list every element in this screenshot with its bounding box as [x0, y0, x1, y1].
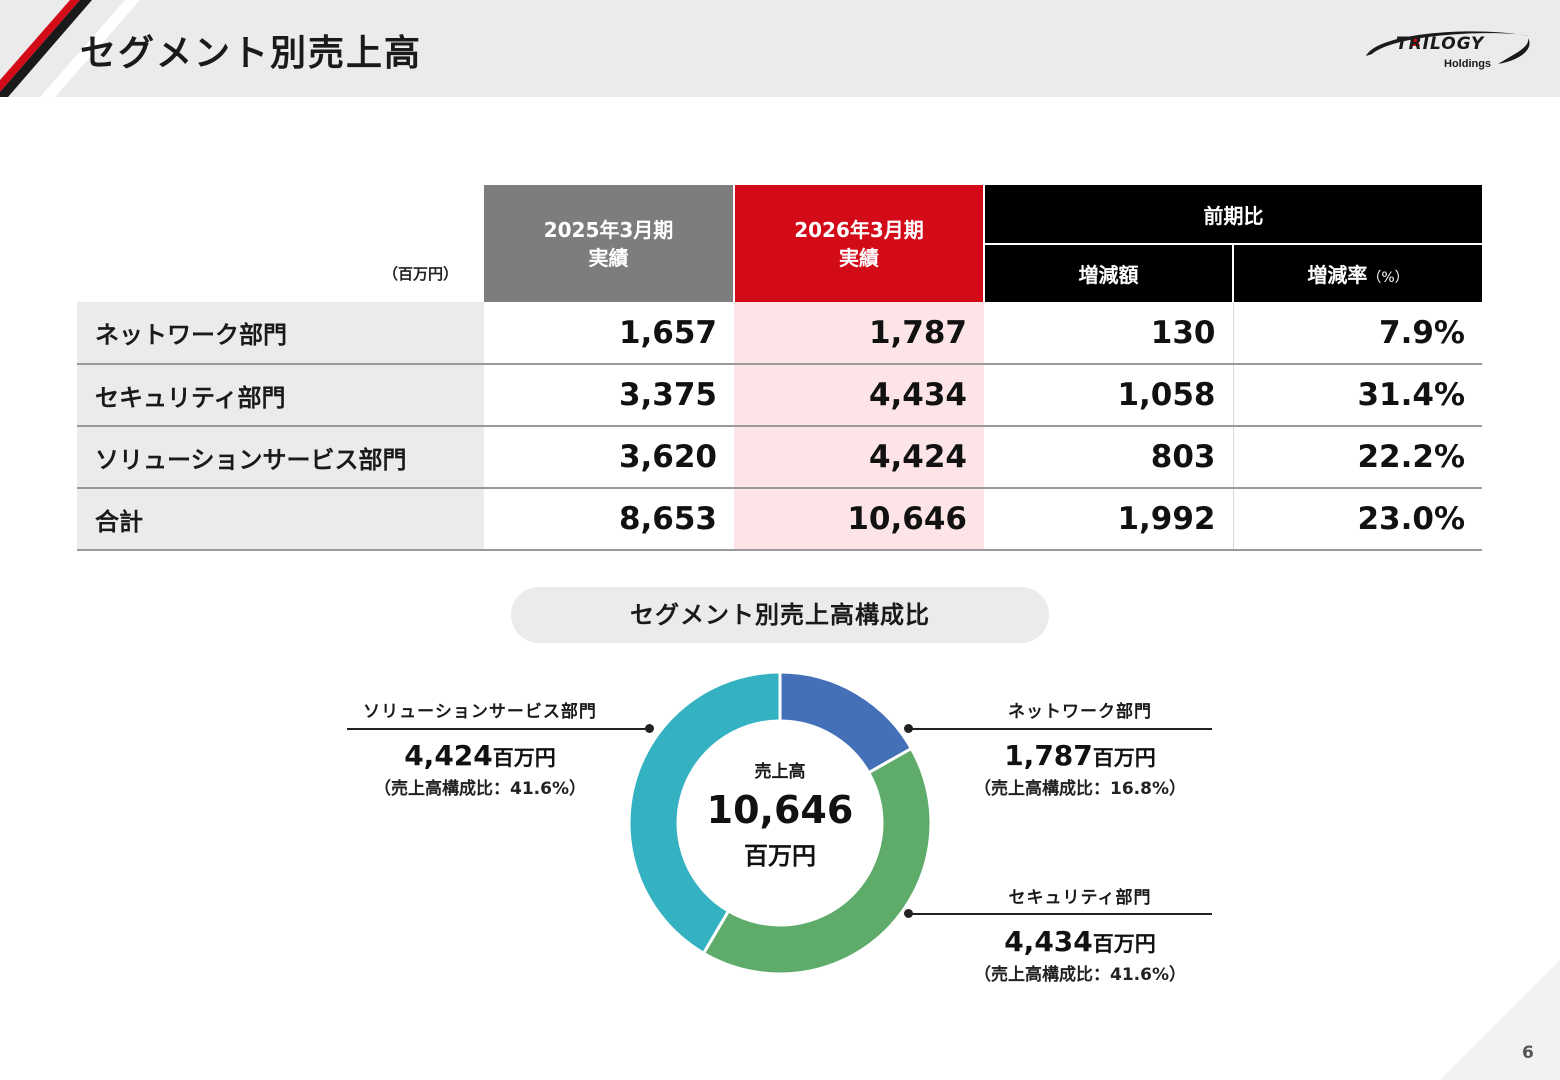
fy2025-value: 3,620	[484, 426, 734, 489]
segment-donut-chart	[627, 670, 933, 976]
table-row: ソリューションサービス部門 3,620 4,424 803 22.2%	[77, 426, 1482, 489]
callout-leader-dot	[645, 724, 654, 733]
callout-name: セキュリティ部門	[1008, 888, 1152, 908]
unit-label: （百万円）	[77, 185, 484, 302]
header-fy2025-actual: 実績	[588, 245, 629, 270]
callout-value: 4,434百万円	[940, 925, 1220, 958]
header-change-amount: 増減額	[984, 244, 1234, 302]
callout-value-number: 4,434	[1004, 925, 1093, 958]
donut-center-unit: 百万円	[744, 842, 816, 870]
donut-center-value: 10,646	[706, 788, 854, 832]
change-amount-value: 803	[984, 426, 1234, 489]
table-row: セキュリティ部門 3,375 4,434 1,058 31.4%	[77, 364, 1482, 427]
callout-value: 1,787百万円	[940, 739, 1220, 772]
donut-center-label: 売上高	[754, 762, 806, 782]
fy2026-value: 10,646	[734, 488, 984, 551]
header-stripe-decoration	[0, 0, 140, 97]
header-fy2025: 2025年3月期 実績	[484, 185, 735, 302]
corner-decoration	[1440, 960, 1560, 1080]
donut-slice-2	[701, 746, 933, 976]
header-fy2026-actual: 実績	[839, 245, 879, 270]
callout-ratio: （売上高構成比：16.8%）	[974, 779, 1186, 799]
callout-value: 4,424百万円	[340, 739, 620, 772]
callout-value-number: 1,787	[1004, 739, 1093, 772]
header-fy2025-period: 2025年3月期	[543, 217, 674, 242]
segment-sales-table: （百万円） 2025年3月期 実績 2026年3月期 実績 前期比 増減額 増減…	[77, 185, 1482, 551]
callout-value-unit: 百万円	[1092, 932, 1156, 956]
header-change-rate-unit: （%）	[1367, 270, 1409, 286]
segment-name: 合計	[77, 488, 484, 551]
callout-value-unit: 百万円	[1092, 746, 1156, 770]
callout-leader-line	[910, 913, 1212, 915]
table-row: 合計 8,653 10,646 1,992 23.0%	[77, 488, 1482, 551]
callout-name: ネットワーク部門	[1008, 702, 1152, 722]
composition-section-title: セグメント別売上高構成比	[511, 587, 1049, 643]
logo-subtext: Holdings	[1444, 58, 1492, 70]
callout-leader-line	[347, 728, 649, 730]
header-change-rate-label: 増減率	[1307, 263, 1368, 287]
change-rate-value: 31.4%	[1233, 364, 1482, 427]
change-rate-value: 22.2%	[1233, 426, 1482, 489]
callout-name: ソリューションサービス部門	[363, 702, 597, 722]
change-rate-value: 23.0%	[1233, 488, 1482, 551]
callout-leader-dot	[904, 724, 913, 733]
logo-swoosh-icon	[1366, 31, 1530, 64]
change-amount-value: 130	[984, 302, 1234, 365]
callout-value-unit: 百万円	[492, 746, 556, 770]
header-yoy: 前期比	[984, 185, 1482, 245]
callout-ratio: （売上高構成比：41.6%）	[974, 965, 1186, 985]
table-row: ネットワーク部門 1,657 1,787 130 7.9%	[77, 302, 1482, 365]
header-fy2026: 2026年3月期 実績	[734, 185, 985, 302]
header-change-rate: 増減率（%）	[1233, 244, 1482, 302]
header-fy2026-period: 2026年3月期	[794, 217, 924, 242]
change-amount-value: 1,992	[984, 488, 1234, 551]
callout-security: セキュリティ部門 4,434百万円 （売上高構成比：41.6%）	[940, 883, 1220, 985]
fy2025-value: 1,657	[484, 302, 734, 365]
change-rate-value: 7.9%	[1233, 302, 1482, 365]
change-amount-value: 1,058	[984, 364, 1234, 427]
fy2026-value: 4,434	[734, 364, 984, 427]
callout-leader-line	[910, 728, 1212, 730]
callout-ratio: （売上高構成比：41.6%）	[374, 779, 586, 799]
callout-solution-services: ソリューションサービス部門 4,424百万円 （売上高構成比：41.6%）	[340, 697, 620, 799]
segment-name: ネットワーク部門	[77, 302, 484, 365]
callout-network: ネットワーク部門 1,787百万円 （売上高構成比：16.8%）	[940, 697, 1220, 799]
page-number: 6	[1522, 1043, 1534, 1063]
donut-slice-3	[627, 670, 782, 956]
page-title: セグメント別売上高	[80, 33, 423, 74]
company-logo: TRILOGY Holdings	[1358, 22, 1536, 78]
segment-name: ソリューションサービス部門	[77, 426, 484, 489]
callout-leader-dot	[904, 909, 913, 918]
header-bar: セグメント別売上高 TRILOGY Holdings	[0, 0, 1560, 97]
segment-name: セキュリティ部門	[77, 364, 484, 427]
callout-value-number: 4,424	[404, 739, 493, 772]
fy2026-value: 4,424	[734, 426, 984, 489]
fy2026-value: 1,787	[734, 302, 984, 365]
fy2025-value: 8,653	[484, 488, 734, 551]
fy2025-value: 3,375	[484, 364, 734, 427]
logo-text: TRILOGY	[1396, 34, 1485, 54]
